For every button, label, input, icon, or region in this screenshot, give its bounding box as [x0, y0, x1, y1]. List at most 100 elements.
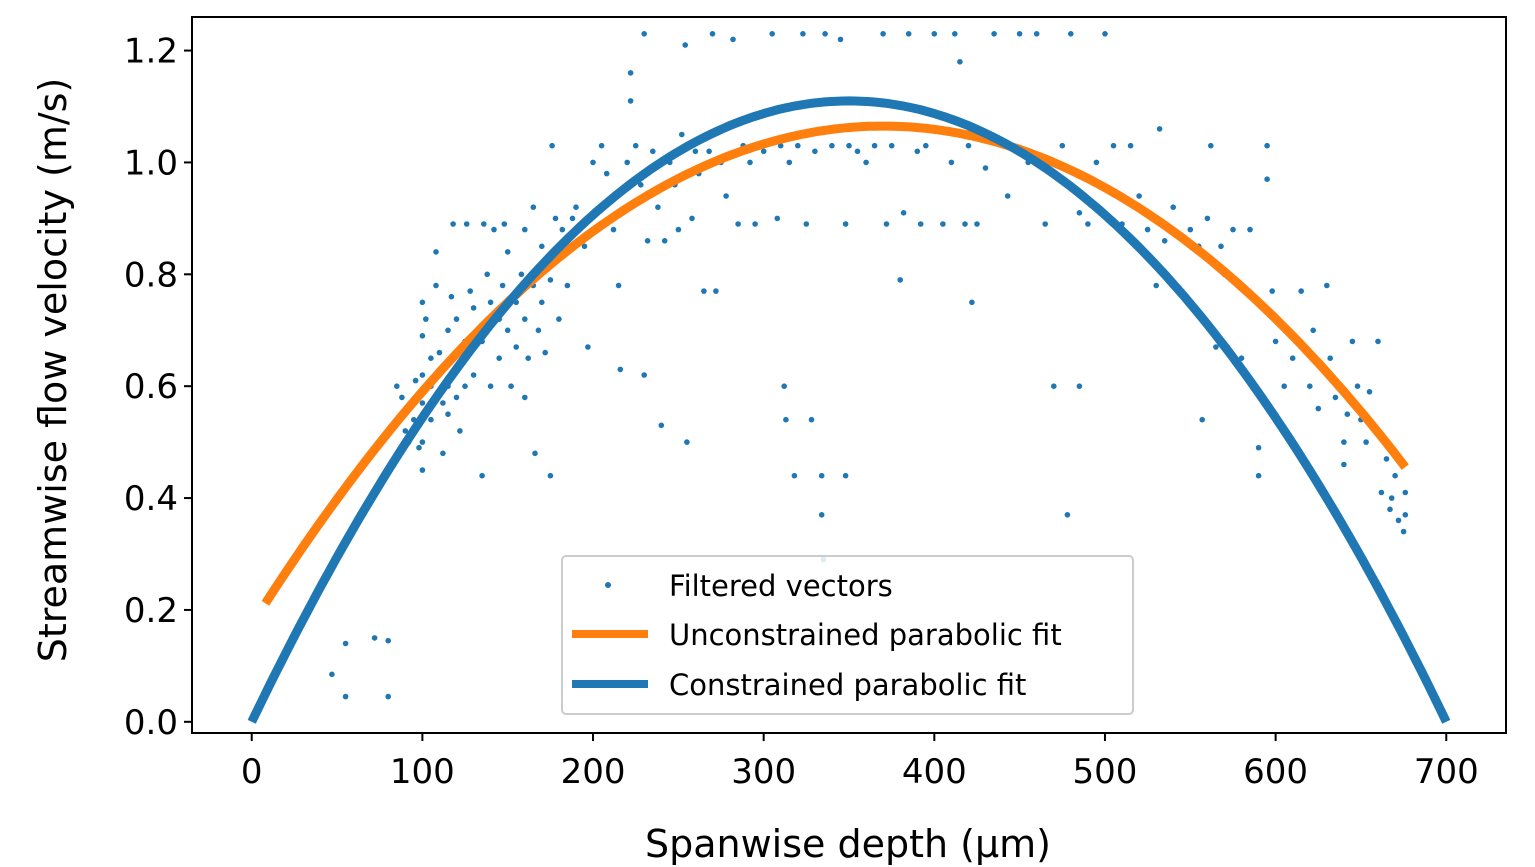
legend-label-filtered-vectors: Filtered vectors	[669, 569, 893, 603]
data-point	[1127, 142, 1134, 149]
x-axis-title: Spanwise depth (μm)	[645, 822, 1051, 866]
data-point	[1310, 327, 1316, 334]
data-point	[1144, 226, 1151, 233]
data-point	[808, 416, 815, 423]
data-point	[1208, 142, 1214, 149]
data-point	[525, 355, 531, 362]
data-point	[504, 327, 511, 334]
data-point	[888, 142, 895, 149]
data-point	[1388, 495, 1395, 501]
data-point	[428, 416, 434, 423]
data-point	[399, 394, 405, 401]
y-tick-label: 0.2	[124, 591, 178, 631]
data-point	[905, 31, 912, 37]
constrained-fit-line	[247, 96, 1451, 724]
data-point	[1269, 288, 1275, 294]
data-point	[1199, 416, 1205, 423]
data-point	[610, 226, 617, 233]
data-point	[1264, 176, 1270, 182]
data-point	[470, 372, 477, 378]
data-point	[923, 142, 929, 149]
data-point	[917, 221, 924, 227]
data-point	[1218, 243, 1224, 250]
data-point	[897, 277, 903, 283]
data-point	[513, 344, 519, 350]
data-point	[1383, 456, 1390, 462]
data-point	[539, 243, 545, 250]
data-point	[1068, 31, 1074, 37]
data-point	[1378, 489, 1385, 496]
data-point	[450, 221, 456, 227]
data-point	[800, 31, 806, 37]
data-point	[1332, 394, 1339, 401]
data-point	[735, 221, 741, 227]
data-point	[818, 512, 825, 518]
data-point	[1230, 226, 1236, 233]
data-point	[1387, 506, 1393, 513]
data-point	[1213, 344, 1219, 350]
data-point	[1327, 355, 1333, 362]
data-point	[445, 411, 451, 418]
data-point	[880, 31, 886, 37]
data-point	[957, 59, 963, 65]
data-point	[948, 159, 955, 166]
data-point	[448, 293, 455, 300]
data-point	[552, 215, 559, 222]
data-point	[803, 221, 810, 227]
data-point	[991, 31, 997, 37]
x-tick-label: 500	[1073, 752, 1138, 792]
data-point	[846, 142, 852, 149]
data-point	[549, 142, 555, 149]
data-point	[615, 282, 622, 289]
data-point	[539, 299, 545, 306]
data-point	[371, 635, 378, 641]
data-point	[900, 210, 907, 216]
data-point	[419, 333, 426, 339]
data-point	[965, 142, 972, 149]
data-point	[394, 383, 400, 390]
data-point	[730, 36, 736, 43]
data-point	[504, 249, 511, 255]
data-point	[419, 299, 426, 306]
data-point	[412, 377, 419, 384]
data-point	[1255, 444, 1262, 451]
data-point	[689, 215, 695, 222]
data-point	[440, 450, 446, 457]
data-point	[786, 159, 793, 166]
data-point	[440, 400, 446, 406]
data-point	[682, 42, 688, 48]
data-point	[952, 31, 958, 37]
data-point	[641, 372, 647, 378]
data-point	[385, 637, 392, 644]
data-point	[706, 148, 712, 155]
data-point	[1153, 282, 1159, 289]
data-point	[487, 383, 494, 390]
x-tick-label: 300	[731, 752, 796, 792]
data-point	[522, 226, 528, 233]
data-point	[1042, 221, 1048, 227]
data-point	[428, 355, 434, 362]
data-point	[1272, 338, 1279, 345]
data-point	[1307, 383, 1313, 390]
data-point	[1289, 355, 1296, 362]
data-point	[532, 450, 538, 457]
data-point	[1255, 472, 1262, 479]
data-point	[1392, 472, 1398, 479]
data-point	[522, 316, 528, 322]
data-point	[467, 288, 474, 294]
data-point	[1341, 439, 1347, 445]
data-point	[1064, 512, 1071, 518]
data-point	[457, 428, 463, 434]
data-point	[581, 243, 588, 250]
data-point	[1161, 238, 1168, 244]
data-point	[871, 142, 878, 149]
data-point	[658, 422, 665, 429]
data-point	[598, 142, 605, 149]
x-tick-label: 100	[390, 752, 455, 792]
data-point	[1156, 126, 1163, 132]
data-point	[385, 693, 392, 700]
data-point	[530, 204, 537, 210]
data-point	[709, 31, 716, 37]
data-point	[590, 159, 596, 166]
